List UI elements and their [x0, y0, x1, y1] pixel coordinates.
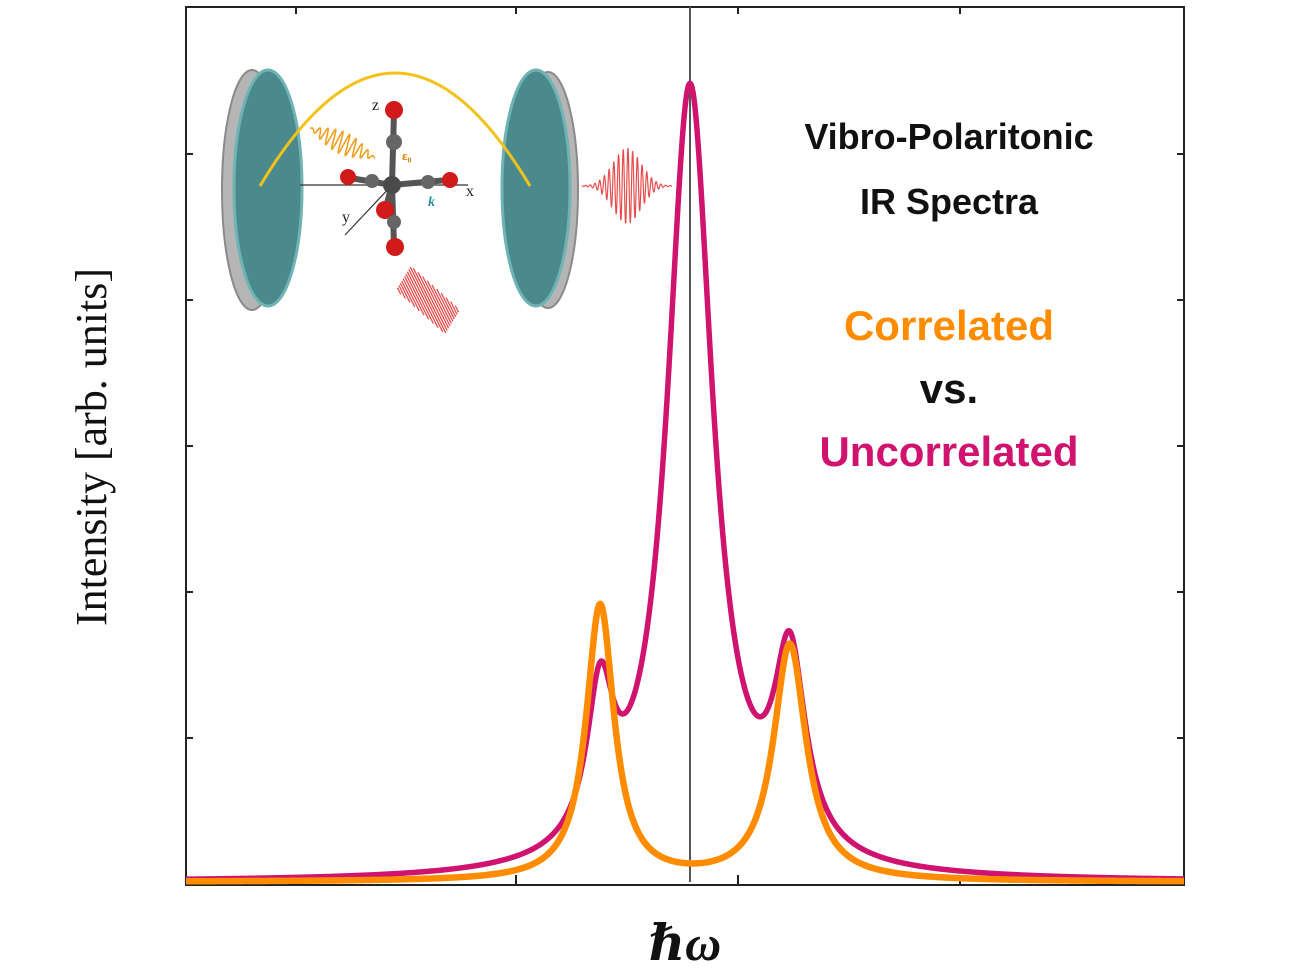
carbon-atom: [386, 134, 402, 150]
emission-wave-stroke: [454, 305, 460, 313]
emission-wave-stroke: [406, 271, 434, 324]
molecule-atoms: [340, 101, 458, 256]
axis-label-polarization: ε₀: [402, 148, 412, 163]
left-mirror: [232, 68, 304, 308]
axis-label-wavevector: k: [428, 195, 435, 210]
uncorrelated-spectrum-line: [184, 80, 1186, 882]
oxygen-atom: [340, 169, 356, 185]
emission-wave-down: [396, 266, 460, 334]
emission-wave-stroke: [404, 276, 425, 316]
emission-wave-stroke: [408, 269, 439, 328]
emission-wave-stroke: [398, 285, 406, 299]
emission-wave-stroke: [396, 287, 402, 295]
y-axis-label: Intensity [arb. units]: [67, 268, 116, 626]
oxygen-atom: [442, 172, 458, 188]
incoming-wave-packet: [309, 126, 376, 159]
correlated-spectrum-line: [183, 600, 1187, 885]
emission-wave-stroke: [417, 272, 448, 331]
emission-wave-stroke: [426, 280, 451, 327]
emission-wave-stroke: [401, 280, 416, 308]
x-axis-label: ℏω: [649, 915, 722, 969]
carbon-atom: [421, 175, 435, 189]
oxygen-atom: [385, 101, 403, 119]
chart-title-line-2: IR Spectra: [860, 181, 1039, 222]
legend-uncorrelated: Uncorrelated: [819, 428, 1078, 475]
emission-wave-right: [581, 148, 672, 224]
legend-correlated: Correlated: [844, 302, 1054, 349]
legend-vs: vs.: [920, 365, 978, 412]
oxygen-atom: [376, 201, 394, 219]
axis-label-z: z: [372, 97, 379, 114]
metal-atom: [383, 176, 401, 194]
emission-wave-stroke: [440, 292, 455, 320]
right-mirror: [500, 68, 572, 308]
cavity-mode-arc: [258, 71, 532, 187]
emission-wave-stroke: [412, 267, 447, 334]
emission-wave-stroke: [405, 273, 430, 320]
emission-wave-stroke: [436, 288, 454, 322]
carbon-atom: [387, 215, 401, 229]
emission-wave-stroke: [409, 266, 444, 333]
y-axis-arrow: [344, 184, 393, 236]
emission-wave-stroke: [399, 282, 411, 303]
chart-title-line-1: Vibro-Polaritonic: [804, 116, 1093, 157]
cavity-molecule-inset: z x y ε₀ k: [221, 68, 672, 334]
emission-wave-stroke: [450, 301, 458, 315]
carbon-atom: [365, 174, 379, 188]
emission-wave-stroke: [422, 276, 450, 329]
oxygen-atom: [386, 238, 404, 256]
axis-label-y: y: [342, 209, 350, 226]
axis-label-x: x: [466, 183, 474, 200]
emission-wave-stroke: [445, 297, 457, 318]
emission-wave-stroke: [431, 284, 452, 324]
emission-wave-stroke: [402, 278, 420, 312]
